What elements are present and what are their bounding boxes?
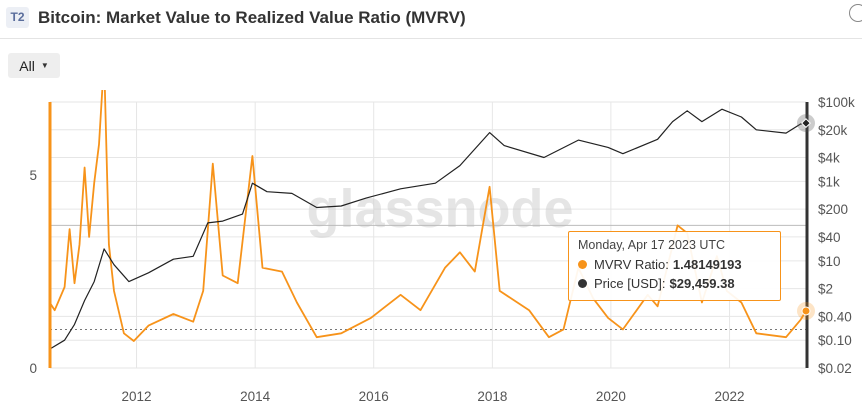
price-marker bbox=[801, 118, 811, 129]
x-tick-label: 2014 bbox=[240, 389, 271, 404]
y-right-tick-label: $40 bbox=[818, 230, 841, 245]
x-tick-label: 2020 bbox=[596, 389, 626, 404]
y-right-tick-label: $1k bbox=[818, 174, 840, 189]
mvrv-marker bbox=[801, 306, 811, 316]
y-right-tick-label: $0.40 bbox=[818, 309, 852, 324]
tooltip-row-price: Price [USD]: $29,459.38 bbox=[578, 274, 771, 293]
price-dot-icon bbox=[578, 279, 587, 288]
x-tick-label: 2022 bbox=[715, 389, 745, 404]
price-line bbox=[49, 108, 807, 350]
y-right-tick-label: $20k bbox=[818, 123, 848, 138]
tooltip: Monday, Apr 17 2023 UTC MVRV Ratio: 1.48… bbox=[568, 231, 781, 301]
y-right-tick-label: $4k bbox=[818, 151, 840, 166]
y-right-tick-label: $2 bbox=[818, 282, 833, 297]
y-right-tick-label: $200 bbox=[818, 202, 848, 217]
tooltip-date: Monday, Apr 17 2023 UTC bbox=[578, 238, 726, 252]
reference-lines bbox=[50, 224, 806, 330]
series-lines bbox=[48, 90, 807, 350]
tooltip-mvrv-value: 1.48149193 bbox=[672, 257, 742, 272]
tooltip-price-value: $29,459.38 bbox=[669, 276, 735, 291]
watermark: glassnode bbox=[306, 179, 573, 239]
tooltip-row-mvrv: MVRV Ratio: 1.48149193 bbox=[578, 255, 771, 274]
y-right-tick-label: $10 bbox=[818, 254, 841, 269]
y-right-tick-label: $0.02 bbox=[818, 361, 852, 376]
mvrv-dot-icon bbox=[578, 260, 587, 269]
x-tick-label: 2012 bbox=[122, 389, 152, 404]
caret-down-icon: ▼ bbox=[40, 61, 49, 70]
y-right-tick-label: $0.10 bbox=[818, 333, 852, 348]
y-left-tick-label: 5 bbox=[29, 168, 37, 183]
chart-title: Bitcoin: Market Value to Realized Value … bbox=[38, 8, 466, 27]
grid-lines bbox=[50, 101, 806, 369]
tooltip-mvrv-label: MVRV Ratio: bbox=[594, 257, 669, 272]
settings-icon[interactable] bbox=[849, 4, 862, 22]
range-dropdown-label: All bbox=[19, 57, 35, 74]
range-dropdown[interactable]: All ▼ bbox=[8, 53, 60, 78]
axes: $0.02 $0.10 $0.40 $2 $10 $40 $200 $1k $4k $20k $10… bbox=[29, 95, 855, 404]
tooltip-price-label: Price [USD]: bbox=[594, 276, 666, 291]
hover-markers bbox=[797, 114, 815, 320]
tier-badge: T2 bbox=[6, 7, 29, 28]
mvrv-chart[interactable]: glassnode $0.02 $0.10 $0.40 $2 $10 $40 $200 $1k… bbox=[0, 90, 862, 412]
y-left-tick-label: 0 bbox=[29, 361, 37, 376]
mvrv-ratio-line bbox=[48, 90, 807, 342]
x-tick-label: 2018 bbox=[477, 389, 507, 404]
x-tick-label: 2016 bbox=[359, 389, 389, 404]
chart-header: T2 Bitcoin: Market Value to Realized Val… bbox=[0, 0, 862, 39]
y-right-tick-label: $100k bbox=[818, 95, 855, 110]
